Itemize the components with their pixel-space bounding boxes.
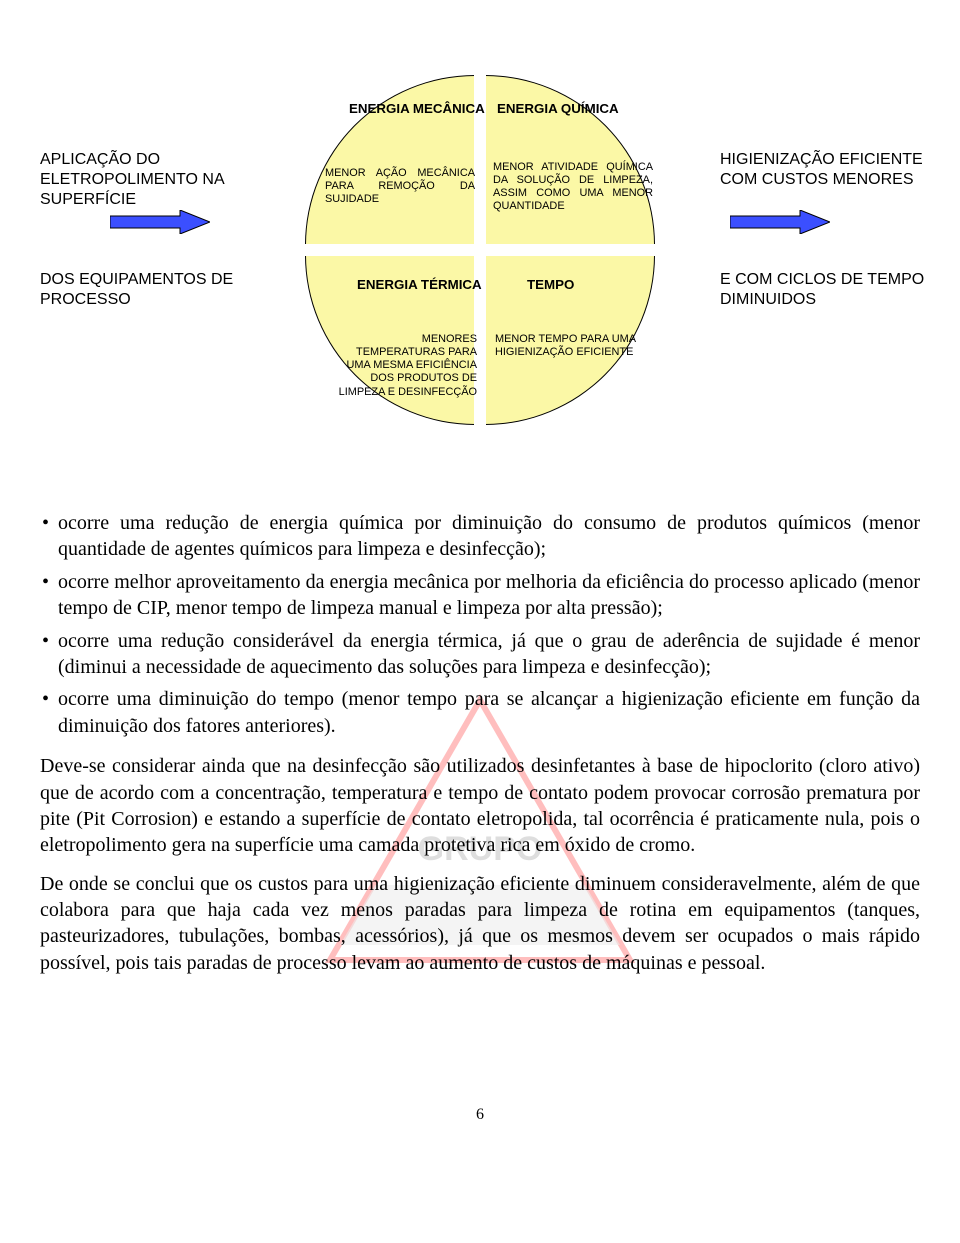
side-right-top: HIGIENIZAÇÃO EFICIENTE COM CUSTOS MENORE… bbox=[720, 150, 930, 190]
label-chemical: ENERGIA QUÍMICA bbox=[497, 101, 619, 116]
paragraph: De onde se conclui que os custos para um… bbox=[40, 871, 920, 977]
label-mechanical: ENERGIA MECÂNICA bbox=[349, 101, 485, 116]
label-thermal: ENERGIA TÉRMICA bbox=[357, 277, 482, 292]
side-right-bottom: E COM CICLOS DE TEMPO DIMINUIDOS bbox=[720, 270, 930, 310]
arrow-left bbox=[110, 210, 210, 234]
page-number: 6 bbox=[40, 1106, 920, 1124]
side-left-top: APLICAÇÃO DO ELETROPOLIMENTO NA SUPERFÍC… bbox=[40, 150, 240, 210]
bullet-item: ocorre uma redução considerável da energ… bbox=[40, 628, 920, 681]
side-left-bottom: DOS EQUIPAMENTOS DE PROCESSO bbox=[40, 270, 240, 310]
bullet-item: ocorre uma diminuição do tempo (menor te… bbox=[40, 686, 920, 739]
body-content: ocorre uma redução de energia química po… bbox=[40, 510, 920, 976]
circle-container: ENERGIA MECÂNICA ENERGIA QUÍMICA ENERGIA… bbox=[305, 75, 655, 425]
sub-chemical: MENOR ATIVIDADE QUÍMICA DA SOLUÇÃO DE LI… bbox=[493, 161, 653, 214]
bullet-item: ocorre melhor aproveitamento da energia … bbox=[40, 569, 920, 622]
cross-horizontal bbox=[303, 244, 657, 256]
bullet-item: ocorre uma redução de energia química po… bbox=[40, 510, 920, 563]
sinner-circle-diagram: ENERGIA MECÂNICA ENERGIA QUÍMICA ENERGIA… bbox=[40, 20, 920, 480]
paragraph: Deve-se considerar ainda que na desinfec… bbox=[40, 753, 920, 859]
sub-thermal: MENORES TEMPERATURAS PARA UMA MESMA EFIC… bbox=[337, 333, 477, 399]
sub-time: MENOR TEMPO PARA UMA HIGIENIZAÇÃO EFICIE… bbox=[495, 333, 637, 359]
arrow-right bbox=[730, 210, 830, 234]
label-time: TEMPO bbox=[527, 277, 574, 292]
bullet-list: ocorre uma redução de energia química po… bbox=[40, 510, 920, 739]
sub-mechanical: MENOR AÇÃO MECÂNICA PARA REMOÇÃO DA SUJI… bbox=[325, 167, 475, 206]
